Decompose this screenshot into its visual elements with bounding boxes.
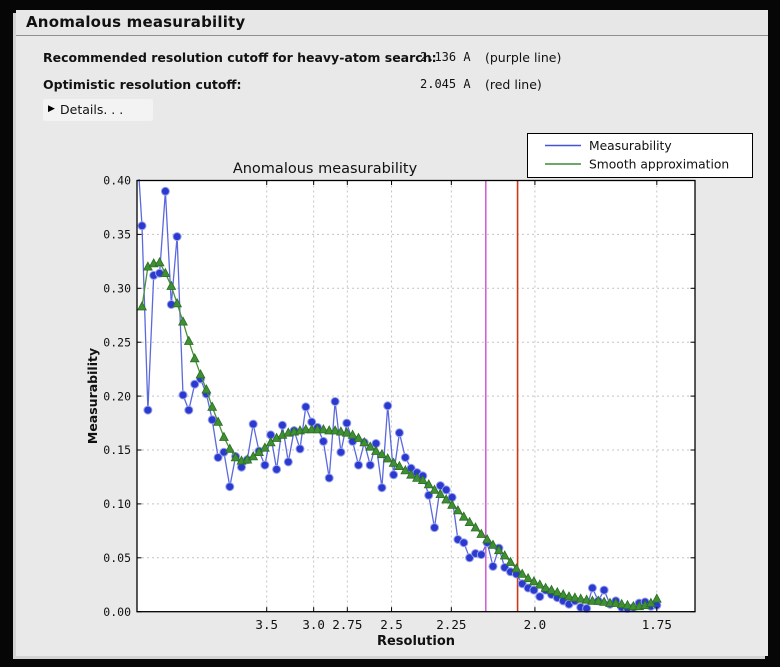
recommended-cutoff-value: 2.136 A [420, 50, 471, 64]
gridlines [137, 180, 695, 612]
svg-text:0.40: 0.40 [103, 174, 131, 188]
optimistic-cutoff-label: Optimistic resolution cutoff: [43, 77, 242, 92]
recommended-cutoff-note: (purple line) [485, 50, 562, 65]
y-axis-label: Measurability [85, 348, 100, 444]
svg-text:0.25: 0.25 [103, 335, 131, 349]
panel-titlebar: Anomalous measurability [16, 10, 768, 36]
svg-text:0.20: 0.20 [103, 389, 131, 403]
chart-svg: 0.00 0.05 0.10 0.15 0.20 0.25 0.30 0.35 0.40 3.5 3… [85, 133, 753, 649]
measurability-chart-figure: 0.00 0.05 0.10 0.15 0.20 0.25 0.30 0.35 0.40 3.5 3… [30, 125, 760, 653]
svg-text:3.0: 3.0 [302, 617, 325, 632]
x-axis-label: Resolution [377, 634, 455, 649]
anomalous-measurability-panel: Anomalous measurability Recommended reso… [16, 10, 768, 656]
svg-text:1.75: 1.75 [642, 617, 672, 632]
svg-text:3.5: 3.5 [255, 617, 278, 632]
tick-labels: 0.00 0.05 0.10 0.15 0.20 0.25 0.30 0.35 0.40 3.5 3… [103, 174, 672, 632]
svg-text:0.15: 0.15 [103, 443, 131, 457]
optimistic-cutoff-value: 2.045 A [420, 77, 471, 91]
chart-legend: Measurability Smooth approximation [527, 133, 753, 178]
details-label[interactable]: Details. . . [60, 102, 124, 117]
details-disclosure[interactable]: ▶ Details. . . [43, 99, 153, 121]
svg-text:2.25: 2.25 [436, 617, 466, 632]
disclosure-triangle-icon[interactable]: ▶ [48, 104, 55, 114]
svg-text:0.10: 0.10 [103, 497, 131, 511]
smooth-approximation-series [137, 256, 662, 611]
legend-label: Smooth approximation [589, 157, 729, 171]
svg-text:2.75: 2.75 [332, 617, 362, 632]
optimistic-cutoff-note: (red line) [485, 77, 542, 92]
svg-text:0.05: 0.05 [103, 551, 131, 565]
recommended-cutoff-label: Recommended resolution cutoff for heavy-… [43, 50, 437, 65]
svg-text:0.00: 0.00 [103, 605, 131, 619]
panel-title: Anomalous measurability [26, 13, 246, 31]
svg-text:0.35: 0.35 [103, 228, 131, 242]
svg-text:2.5: 2.5 [380, 617, 403, 632]
svg-text:2.0: 2.0 [524, 617, 547, 632]
plot-area [137, 180, 695, 612]
axis-ticks [137, 180, 695, 613]
legend-label: Measurability [589, 139, 672, 153]
svg-text:0.30: 0.30 [103, 282, 131, 296]
chart-title: Anomalous measurability [233, 161, 418, 177]
